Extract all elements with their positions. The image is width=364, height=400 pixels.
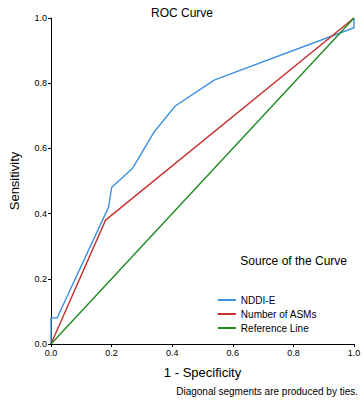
svg-text:0.8: 0.8	[287, 348, 300, 358]
svg-text:1.0: 1.0	[348, 348, 361, 358]
svg-text:1 - Specificity: 1 - Specificity	[164, 365, 242, 380]
svg-text:0.0: 0.0	[45, 348, 58, 358]
svg-text:Source of the Curve: Source of the Curve	[240, 254, 347, 268]
svg-text:0.0: 0.0	[34, 339, 47, 349]
svg-text:0.6: 0.6	[227, 348, 240, 358]
svg-text:0.2: 0.2	[105, 348, 118, 358]
svg-text:0.4: 0.4	[166, 348, 179, 358]
svg-text:1.0: 1.0	[34, 13, 47, 23]
svg-text:Number of ASMs: Number of ASMs	[241, 309, 317, 320]
svg-text:0.4: 0.4	[34, 209, 47, 219]
svg-text:Sensitivity: Sensitivity	[7, 151, 22, 210]
svg-text:Reference Line: Reference Line	[241, 323, 309, 334]
svg-text:Diagonal segments are produced: Diagonal segments are produced by ties.	[176, 386, 358, 397]
svg-text:0.8: 0.8	[34, 78, 47, 88]
svg-text:NDDI-E: NDDI-E	[241, 295, 276, 306]
svg-text:0.6: 0.6	[34, 143, 47, 153]
svg-text:0.2: 0.2	[34, 274, 47, 284]
svg-text:ROC Curve: ROC Curve	[151, 6, 213, 20]
